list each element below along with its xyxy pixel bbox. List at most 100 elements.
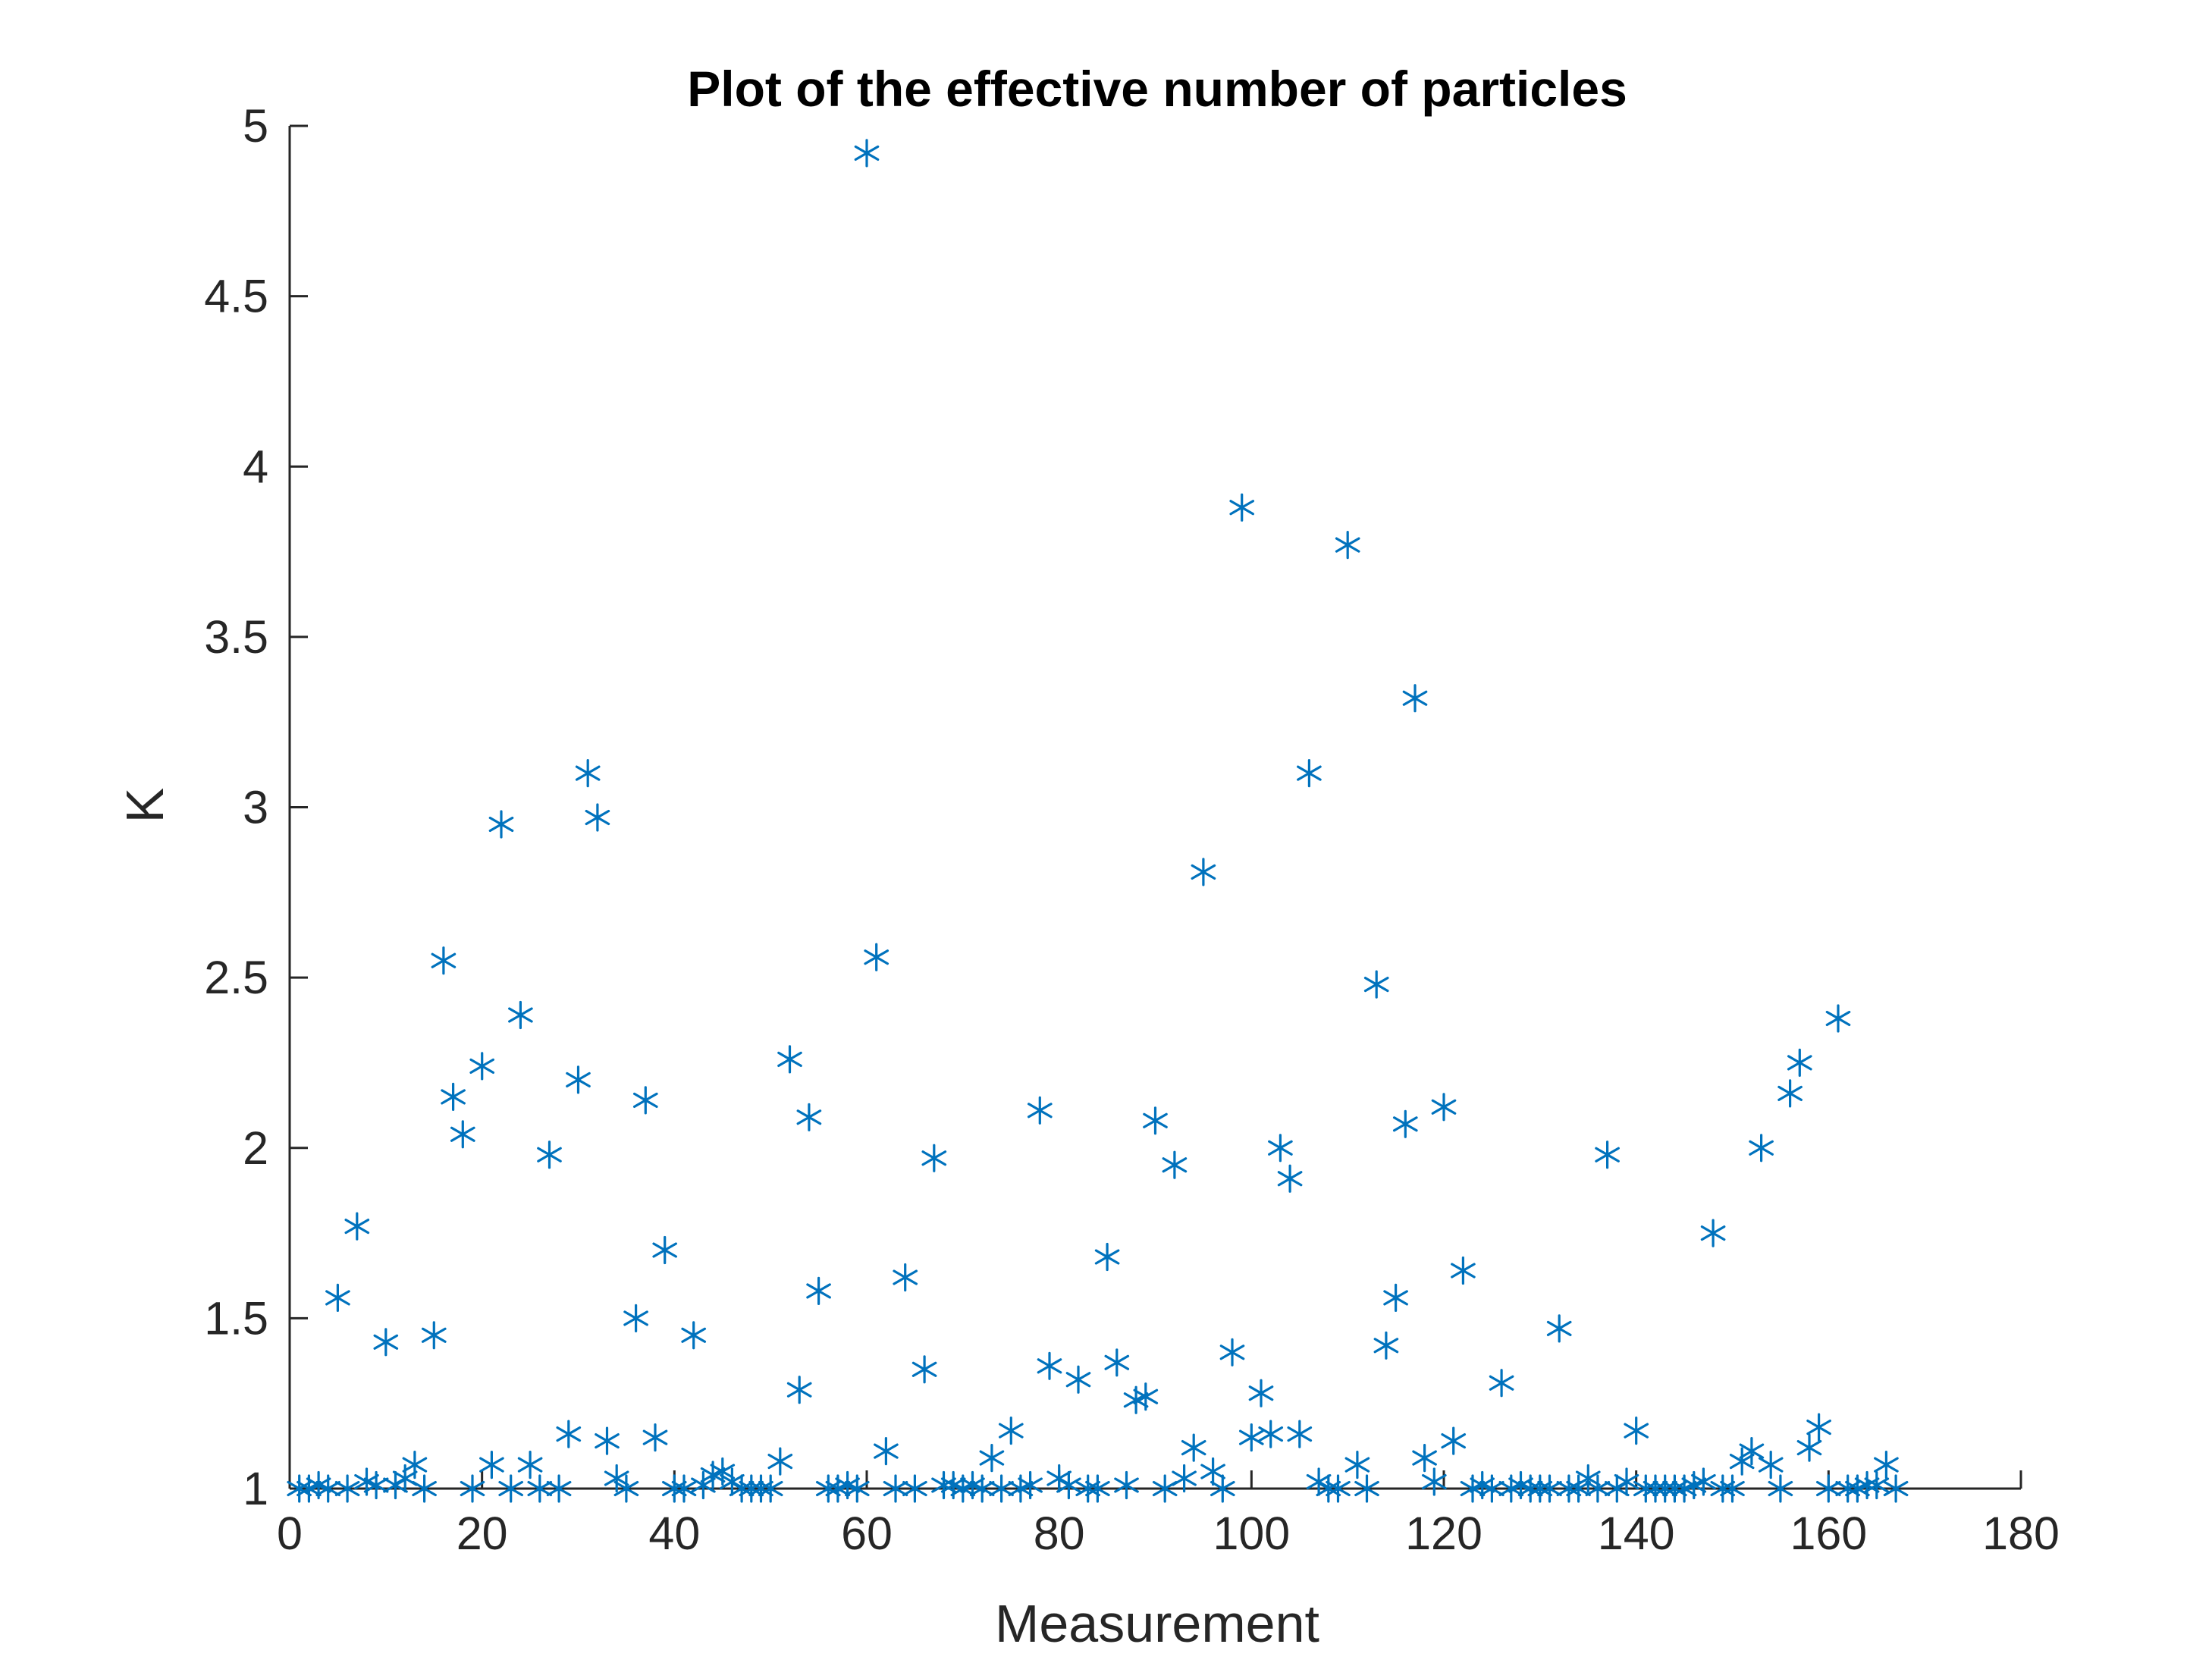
data-point <box>431 946 457 975</box>
data-point <box>325 1283 350 1313</box>
data-point <box>710 1457 736 1486</box>
data-point <box>498 1474 524 1503</box>
data-point <box>1162 1150 1188 1179</box>
data-point <box>1344 1450 1370 1479</box>
data-point <box>1412 1443 1437 1473</box>
data-point <box>488 810 514 839</box>
data-point <box>402 1450 428 1479</box>
data-point <box>998 1416 1024 1445</box>
data-point <box>1181 1433 1206 1462</box>
data-point <box>1238 1423 1264 1452</box>
data-point <box>1018 1470 1043 1500</box>
data-point <box>1335 530 1360 560</box>
data-point <box>421 1321 447 1350</box>
data-point <box>315 1474 341 1503</box>
data-point <box>681 1321 707 1350</box>
data-point <box>1710 1474 1736 1503</box>
axes <box>288 126 2021 1490</box>
data-point <box>844 1474 870 1503</box>
y-axis-label: K <box>115 788 174 824</box>
x-tick-label: 180 <box>1982 1508 2060 1559</box>
data-point <box>1806 1413 1831 1442</box>
data-point <box>1537 1474 1562 1503</box>
y-tick-label: 2 <box>243 1122 268 1174</box>
data-point <box>671 1474 697 1503</box>
data-point <box>1854 1470 1880 1500</box>
data-point <box>1431 1093 1457 1122</box>
data-point <box>1527 1474 1553 1503</box>
data-point <box>1691 1467 1716 1496</box>
data-point <box>748 1474 773 1503</box>
data-point <box>1700 1219 1726 1247</box>
data-point <box>1248 1379 1274 1407</box>
data-point <box>613 1474 639 1503</box>
data-point <box>767 1447 793 1476</box>
data-point <box>691 1470 716 1500</box>
data-point <box>469 1052 495 1081</box>
data-point <box>1749 1134 1774 1163</box>
data-point <box>758 1474 783 1503</box>
data-point <box>1229 493 1255 522</box>
data-point <box>1517 1474 1543 1503</box>
data-point <box>412 1474 437 1503</box>
x-tick-label: 80 <box>1034 1508 1085 1559</box>
data-point <box>739 1474 764 1503</box>
data-point <box>979 1443 1005 1473</box>
data-point <box>1633 1474 1658 1503</box>
data-point <box>1383 1283 1408 1313</box>
data-point <box>479 1450 504 1479</box>
x-tick-label: 160 <box>1790 1508 1867 1559</box>
x-tick-label: 100 <box>1213 1508 1290 1559</box>
data-point <box>517 1450 543 1479</box>
data-point <box>1864 1470 1890 1500</box>
data-point <box>537 1141 562 1169</box>
data-point <box>1114 1470 1139 1500</box>
data-point <box>931 1470 956 1500</box>
data-point <box>1133 1382 1159 1411</box>
data-point <box>883 1474 908 1503</box>
data-point <box>1297 758 1322 788</box>
data-point <box>546 1474 572 1503</box>
data-point <box>1575 1464 1601 1493</box>
x-tick-label: 60 <box>841 1508 893 1559</box>
x-tick-label: 120 <box>1405 1508 1483 1559</box>
data-point <box>911 1355 937 1384</box>
data-point <box>1479 1474 1504 1503</box>
y-tick-label: 3 <box>243 782 268 833</box>
data-point <box>566 1065 591 1094</box>
data-point <box>1451 1256 1476 1285</box>
data-point <box>1363 970 1389 999</box>
data-point <box>815 1474 841 1503</box>
data-point <box>1373 1331 1399 1360</box>
data-point <box>1796 1433 1822 1462</box>
data-point <box>344 1212 370 1241</box>
data-point <box>1143 1106 1168 1135</box>
data-point <box>1624 1416 1649 1445</box>
data-point <box>1768 1474 1793 1503</box>
data-point <box>1258 1420 1284 1448</box>
data-point <box>604 1464 629 1493</box>
x-tick-label: 0 <box>277 1508 303 1559</box>
data-point <box>1720 1474 1745 1503</box>
data-point <box>1027 1096 1053 1125</box>
data-point <box>1729 1447 1755 1476</box>
data-point <box>652 1235 678 1265</box>
data-points <box>287 139 1909 1503</box>
data-point <box>1037 1351 1062 1380</box>
data-point <box>1595 1141 1620 1169</box>
y-tick-label: 5 <box>243 100 268 152</box>
data-point <box>595 1426 620 1455</box>
data-point <box>661 1474 687 1503</box>
data-point <box>1094 1242 1120 1272</box>
data-point <box>1065 1365 1091 1394</box>
data-point <box>1758 1450 1784 1479</box>
data-point <box>1825 1004 1851 1033</box>
data-point <box>1441 1426 1467 1455</box>
data-point <box>1085 1474 1110 1503</box>
data-point <box>1739 1436 1765 1466</box>
data-point <box>1874 1450 1899 1479</box>
data-point <box>1392 1109 1418 1138</box>
data-point <box>1200 1457 1225 1486</box>
